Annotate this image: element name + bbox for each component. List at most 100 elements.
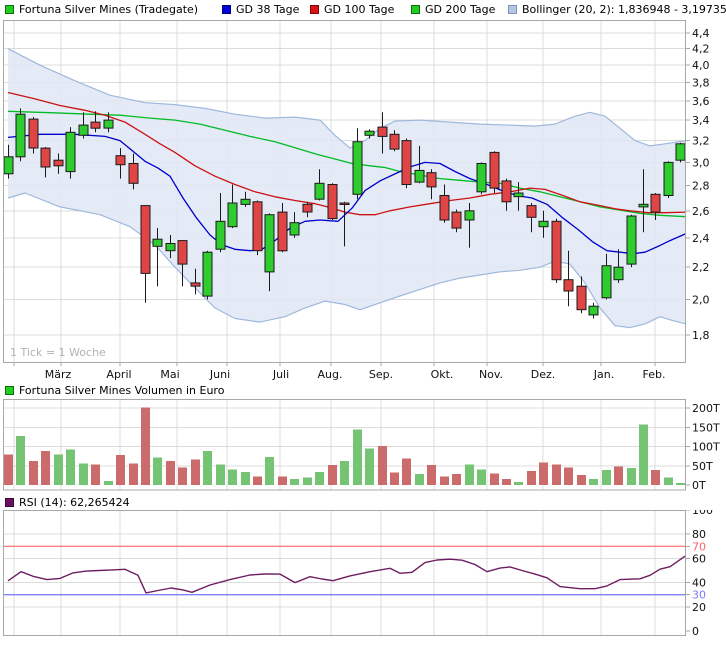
candle-up [78,124,89,136]
volume-bar-down [116,455,125,485]
candle-down [190,282,201,287]
candle-up [364,130,375,136]
candle-down [252,201,263,252]
gd38-swatch-icon [222,5,231,14]
candles [3,108,686,319]
svg-text:150T: 150T [692,421,720,434]
volume-bar-up [153,457,162,485]
candle-down [377,126,388,137]
legend-item-volume: Fortuna Silver Mines Volumen in Euro [5,384,224,397]
volume-bar-up [265,457,274,485]
legend-item-bollinger: Bollinger (20, 2): 1,836948 - 3,197352 [508,3,726,16]
svg-text:0: 0 [692,625,699,638]
candle-up [103,119,114,129]
volume-bars [4,407,685,485]
legend-label: Fortuna Silver Mines Volumen in Euro [19,384,225,397]
month-label: Nov. [479,368,503,381]
volume-bar-up [340,461,349,485]
volume-swatch-icon [5,386,14,395]
rsi-line [7,555,687,594]
volume-bar-down [191,459,200,485]
candle-up [613,266,624,281]
month-label: Sep. [369,368,393,381]
volume-bar-down [490,473,499,485]
candle-up [538,220,549,228]
volume-bar-down [452,474,461,485]
volume-bar-up [66,449,75,485]
candle-up [588,305,599,316]
candle-up [626,215,637,265]
legend-label: Fortuna Silver Mines (Tradegate) [19,3,199,16]
month-label: Juni [209,368,230,381]
volume-bar-up [465,464,474,485]
svg-text:3,6: 3,6 [692,95,710,108]
svg-text:200T: 200T [692,402,720,415]
legend-label: RSI (14): 62,265424 [19,496,130,509]
volume-bar-down [253,476,262,485]
volume-bar-up [16,436,25,485]
gd100-line [7,91,687,216]
candle-down [389,133,400,150]
candle-down [451,211,462,229]
volume-bar-down [378,445,387,485]
svg-text:3,2: 3,2 [692,135,710,148]
candle-down [439,195,450,221]
svg-text:4,0: 4,0 [692,59,710,72]
volume-bar-up [290,479,299,485]
volume-bar-up [365,448,374,485]
volume-bar-up [203,451,212,485]
candle-up [165,243,176,252]
legend-label: GD 200 Tage [425,3,496,16]
svg-text:3,0: 3,0 [692,156,710,169]
price-axis [13,32,690,366]
svg-text:3,8: 3,8 [692,77,710,90]
candle-up [152,238,163,247]
candle-down [277,211,288,252]
candle-down [426,172,437,188]
candle-down [576,285,587,311]
volume-bar-up [477,469,486,485]
price-chart-pane: 4,4 4,2 4,0 3,8 3,6 3,4 3,2 3,0 2,8 2,6 2,4 2,2 2,0 1… [0,20,726,390]
candle-down [526,205,537,218]
candle-up [289,222,300,236]
legend-item-gd38: GD 38 Tage [222,3,299,16]
svg-text:50T: 50T [692,460,713,473]
bollinger-upper-line [7,48,687,149]
svg-text:4,2: 4,2 [692,43,710,56]
candle-up [227,202,238,228]
month-label: Feb. [643,368,666,381]
svg-text:0T: 0T [692,479,706,492]
candle-up [601,265,612,299]
volume-bar-down [328,465,337,485]
svg-text:80: 80 [692,528,706,541]
svg-text:60: 60 [692,552,706,565]
volume-bar-down [402,458,411,485]
volume-bar-up [639,424,648,485]
volume-bar-up [303,477,312,485]
candle-up [65,131,76,173]
candle-down [28,118,39,149]
candle-down [40,147,51,168]
volume-bar-down [651,470,660,485]
svg-text:100: 100 [692,510,713,517]
candle-up [314,182,325,200]
volume-bar-up [627,468,636,485]
month-label: Dez. [531,368,556,381]
svg-text:4,4: 4,4 [692,27,710,40]
legend-item-gd200: GD 200 Tage [411,3,495,16]
candle-down [650,193,661,213]
svg-text:3,4: 3,4 [692,114,710,127]
month-label: Okt. [431,368,454,381]
candle-down [177,240,188,265]
month-label: Juli [272,368,289,381]
rsi-swatch-icon [5,498,14,507]
tick-interval-note: 1 Tick = 1 Woche [10,346,106,359]
month-label: Aug. [318,368,343,381]
gd38-line [7,133,687,255]
instrument-swatch-icon [5,5,14,14]
volume-bar-down [178,467,187,485]
svg-text:30: 30 [692,589,706,602]
volume-bar-down [390,472,399,485]
volume-bar-up [241,471,250,485]
volume-bar-up [228,469,237,485]
